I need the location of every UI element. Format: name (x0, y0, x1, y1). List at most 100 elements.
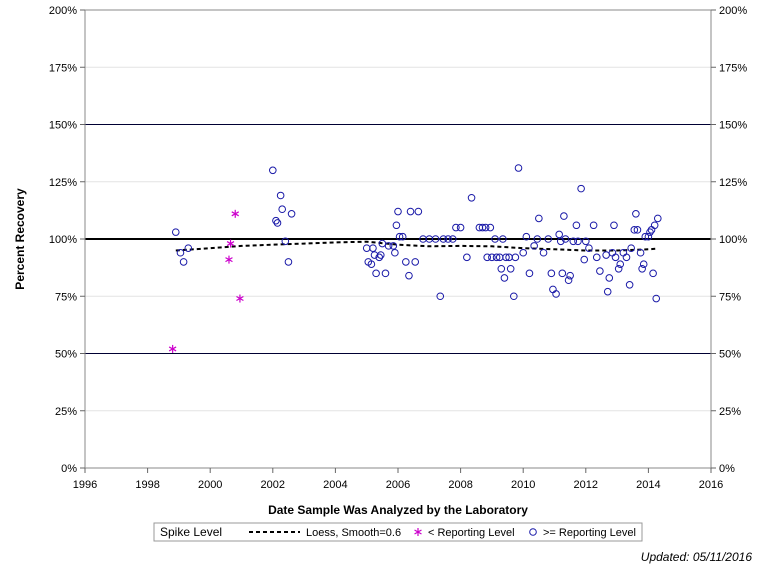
y-tick-label: 75% (719, 291, 741, 303)
x-tick-label: 2014 (636, 479, 660, 491)
x-tick-label: 2000 (198, 479, 222, 491)
data-point-below-reporting (231, 209, 240, 218)
data-point-below-reporting (225, 255, 233, 264)
data-point-reporting (636, 248, 645, 257)
y-tick-label: 175% (49, 62, 77, 74)
data-point-reporting (369, 244, 377, 252)
data-point-reporting (653, 214, 662, 223)
data-point-reporting (381, 269, 390, 278)
data-point-reporting (478, 223, 487, 232)
legend-title: Spike Level (160, 525, 222, 539)
data-point-reporting (488, 253, 496, 262)
legend-label-below: < Reporting Level (428, 527, 515, 539)
data-point-reporting (467, 193, 476, 202)
reference-lines (85, 124, 711, 354)
data-point-reporting (589, 221, 598, 230)
data-point-reporting (398, 232, 407, 241)
asterisk-stroke (236, 296, 244, 302)
x-tick-label: 2006 (386, 479, 410, 491)
data-point-reporting (633, 226, 642, 234)
y-tick-label: 25% (719, 406, 741, 418)
data-point-reporting (630, 226, 639, 234)
data-point-reporting (525, 269, 534, 278)
data-point-reporting (622, 253, 631, 262)
y-axis-title: Percent Recovery (13, 188, 27, 290)
data-point-reporting (582, 237, 590, 246)
asterisk-stroke (225, 257, 233, 263)
x-axis-title: Date Sample Was Analyzed by the Laborato… (268, 503, 528, 517)
data-point-reporting (171, 228, 180, 236)
data-point-reporting (506, 264, 515, 273)
y-tick-label: 200% (49, 5, 77, 17)
data-point-reporting (384, 242, 393, 250)
data-point-reporting (519, 248, 528, 257)
data-point-reporting (574, 237, 582, 246)
data-point-reporting (376, 251, 385, 259)
y-tick-label: 175% (719, 62, 747, 74)
x-tick-label: 2012 (574, 479, 598, 491)
data-point-reporting (625, 281, 634, 289)
data-point-reporting (439, 235, 448, 243)
data-point-reporting (569, 237, 578, 246)
below-reporting-level-series (168, 209, 244, 353)
data-point-reporting (394, 207, 402, 216)
data-point-reporting (547, 269, 556, 278)
data-point-reporting (632, 210, 640, 218)
data-point-below-reporting (168, 344, 177, 353)
data-point-reporting (367, 260, 376, 268)
data-point-reporting (362, 244, 371, 252)
data-point-reporting (552, 290, 560, 298)
data-point-reporting (522, 232, 531, 241)
data-point-reporting (566, 271, 574, 280)
data-point-reporting (436, 292, 445, 301)
data-point-reporting (511, 253, 520, 262)
data-point-reporting (179, 258, 188, 266)
y-tick-label: 100% (49, 234, 77, 246)
asterisk-stroke (231, 211, 240, 217)
data-point-reporting (391, 248, 399, 257)
legend-label-reporting: >= Reporting Level (543, 527, 636, 539)
data-point-reporting (647, 226, 656, 234)
y-tick-label: 125% (719, 177, 747, 189)
data-point-reporting (431, 235, 440, 243)
data-point-reporting (452, 223, 460, 232)
data-point-reporting (535, 214, 543, 223)
data-point-reporting (627, 244, 635, 252)
y-tick-label: 25% (55, 406, 77, 418)
data-point-reporting (605, 274, 614, 282)
data-point-reporting (273, 219, 282, 227)
data-point-reporting (500, 274, 509, 282)
data-point-below-reporting (226, 239, 235, 248)
data-point-reporting (272, 216, 280, 225)
y-axis-left: 0% 25% 50% 75% 100% 125% 150% 175% 200% (49, 5, 85, 475)
legend-label-loess: Loess, Smooth=0.6 (306, 527, 401, 539)
data-point-reporting (492, 253, 501, 262)
data-point-reporting (614, 264, 623, 273)
data-point-reporting (456, 223, 465, 232)
x-tick-label: 2016 (699, 479, 723, 491)
data-point-reporting (555, 230, 563, 239)
y-tick-label: 75% (55, 291, 77, 303)
data-point-reporting (463, 253, 471, 262)
data-point-reporting (444, 235, 452, 243)
legend-frame (153, 522, 643, 542)
data-point-reporting (287, 210, 296, 218)
data-point-reporting (395, 232, 404, 241)
data-point-reporting (448, 235, 457, 243)
data-point-reporting (176, 248, 185, 257)
data-point-reporting (560, 212, 568, 220)
data-point-reporting (269, 166, 277, 175)
data-point-reporting (502, 253, 510, 262)
data-point-reporting (561, 235, 570, 243)
data-point-reporting (402, 258, 410, 266)
data-point-reporting (639, 260, 648, 268)
y-tick-label: 0% (61, 463, 77, 475)
data-point-reporting (602, 251, 610, 259)
asterisk-stroke (226, 241, 235, 247)
data-point-reporting (610, 221, 618, 230)
data-point-reporting (646, 228, 654, 236)
data-point-reporting (556, 237, 565, 246)
y-tick-label: 50% (719, 349, 741, 361)
x-tick-label: 2010 (511, 479, 535, 491)
